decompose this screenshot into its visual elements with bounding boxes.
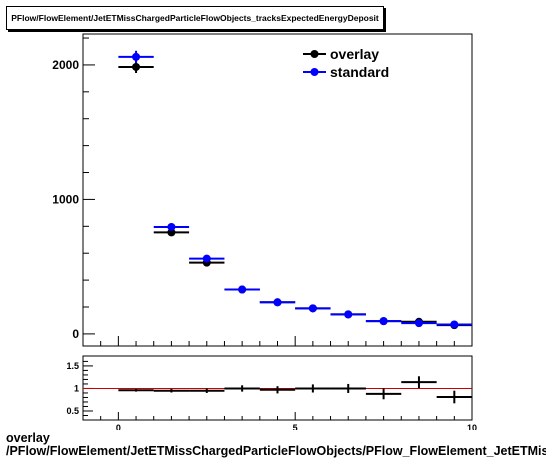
series-standard — [118, 50, 472, 329]
standard-point — [344, 310, 353, 319]
footer-label: overlay — [6, 432, 50, 445]
standard-point — [450, 320, 459, 329]
ratio-y-tick-label: 1 — [74, 383, 79, 393]
legend-marker-standard — [310, 68, 319, 76]
standard-point — [167, 222, 176, 231]
standard-point — [238, 285, 247, 294]
overlay-point — [132, 62, 141, 71]
ratio-axes: 0.5 1 1.5 0 5 10 — [66, 360, 477, 430]
legend: overlay standard — [303, 46, 389, 80]
legend-label-overlay: overlay — [330, 46, 379, 62]
histogram-title: PFlow/FlowElement/JetETMissChargedPartic… — [6, 6, 384, 30]
standard-point — [273, 298, 282, 307]
standard-point — [132, 52, 141, 61]
standard-point — [202, 254, 211, 263]
footer-caption: overlay /PFlow/FlowElement/JetETMissChar… — [6, 432, 546, 458]
legend-label-standard: standard — [330, 64, 389, 80]
standard-point — [308, 304, 317, 313]
main-y-axis: 0 1000 2000 — [52, 37, 473, 346]
histogram-chart: 0 1000 2000 overlay standard 0.5 1 1.5 0 5 10 — [52, 33, 477, 430]
ratio-x-tick-label: 5 — [293, 423, 298, 430]
ratio-plot-data — [83, 376, 472, 404]
y-tick-label: 0 — [72, 327, 79, 341]
main-plot-data — [118, 50, 472, 330]
y-tick-label: 2000 — [52, 58, 79, 72]
y-tick-label: 1000 — [52, 192, 79, 206]
legend-marker-overlay — [310, 50, 319, 58]
standard-point — [379, 317, 388, 326]
series-overlay — [118, 60, 472, 330]
standard-point — [414, 319, 423, 328]
footer-path: /PFlow/FlowElement/JetETMissChargedParti… — [6, 444, 546, 458]
ratio-x-tick-label: 0 — [116, 423, 121, 430]
ratio-x-tick-label: 10 — [467, 423, 477, 430]
ratio-y-tick-label: 1.5 — [66, 361, 79, 371]
ratio-y-tick-label: 0.5 — [66, 406, 79, 416]
